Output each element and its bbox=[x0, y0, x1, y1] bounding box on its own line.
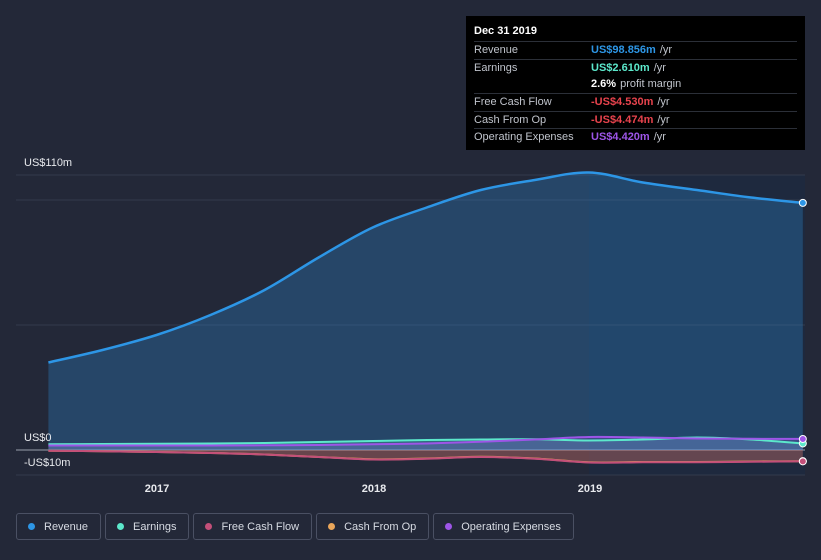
free-cash-flow-line bbox=[48, 449, 803, 464]
tooltip-row: Cash From Op -US$4.474m/yr bbox=[474, 110, 797, 129]
series-lines bbox=[48, 171, 803, 464]
tooltip-rows: Revenue US$98.856m/yr Earnings US$2.610m/yr… bbox=[474, 41, 797, 146]
tooltip-row-label: Free Cash Flow bbox=[474, 96, 552, 109]
tooltip-row: Earnings US$2.610m/yr bbox=[474, 58, 797, 77]
gridlines bbox=[16, 174, 805, 476]
y-axis-zero-label: US$0 bbox=[24, 432, 52, 444]
legend-item-revenue[interactable]: Revenue bbox=[16, 513, 102, 540]
revenue-area bbox=[48, 172, 803, 450]
operating-expenses-endpoint bbox=[798, 434, 807, 443]
y-axis-top-label: US$110m bbox=[24, 157, 72, 169]
x-tick-label: 2019 bbox=[578, 483, 602, 495]
legend-item-label: Free Cash Flow bbox=[221, 520, 300, 533]
tooltip-row-unit: /yr bbox=[659, 44, 673, 56]
x-tick-label: 2018 bbox=[362, 483, 386, 495]
tooltip-row-label: Operating Expenses bbox=[474, 131, 574, 144]
tooltip-row-label bbox=[474, 76, 591, 93]
revenue-line bbox=[48, 171, 803, 364]
operating-expenses-line bbox=[48, 435, 803, 447]
legend-item-label: Cash From Op bbox=[344, 520, 417, 533]
legend-item-free-cash-flow[interactable]: Free Cash Flow bbox=[193, 513, 313, 540]
legend-item-earnings[interactable]: Earnings bbox=[105, 513, 190, 540]
legend-dot-icon bbox=[28, 523, 35, 530]
tooltip-row-value: US$98.856m bbox=[591, 44, 656, 56]
tooltip-row-value: -US$4.474m bbox=[591, 113, 654, 126]
legend-item-label: Revenue bbox=[44, 520, 89, 533]
tooltip-row: Operating Expenses US$4.420m/yr bbox=[474, 128, 797, 146]
legend-item-operating-expenses[interactable]: Operating Expenses bbox=[433, 513, 574, 540]
legend: Revenue Earnings Free Cash Flow Cash From O… bbox=[16, 513, 578, 542]
tooltip-row-value: 2.6% bbox=[591, 78, 617, 91]
tooltip-row-value: US$2.610m bbox=[591, 61, 650, 74]
x-tick-label: 2017 bbox=[145, 483, 169, 495]
series-areas bbox=[48, 172, 803, 463]
free-cash-flow-endpoint bbox=[798, 457, 807, 466]
tooltip-row-unit: profit margin bbox=[620, 78, 682, 91]
y-axis-bottom-label: -US$10m bbox=[24, 457, 70, 469]
legend-item-label: Operating Expenses bbox=[461, 520, 561, 533]
legend-item-label: Earnings bbox=[133, 520, 177, 533]
x-axis-ticks: 2017 2018 2019 bbox=[145, 483, 602, 495]
tooltip-row-label: Revenue bbox=[474, 44, 519, 56]
legend-dot-icon bbox=[328, 523, 336, 530]
legend-dot-icon bbox=[117, 523, 125, 530]
tooltip: Dec 31 2019 Revenue US$98.856m/yr Earnings… bbox=[466, 16, 805, 150]
chart-area: US$110m US$0 -US$10m 2017 2018 2019 bbox=[16, 157, 807, 495]
tooltip-row-unit: /yr bbox=[653, 61, 666, 74]
revenue-endpoint bbox=[798, 198, 807, 207]
tooltip-row: Free Cash Flow -US$4.530m/yr bbox=[474, 93, 797, 111]
tooltip-row-value: US$4.420m bbox=[591, 131, 650, 144]
tooltip-row-label: Earnings bbox=[474, 61, 518, 74]
legend-item-cash-from-op[interactable]: Cash From Op bbox=[316, 513, 430, 540]
tooltip-date: Dec 31 2019 bbox=[474, 25, 537, 37]
tooltip-row-value: -US$4.530m bbox=[591, 96, 654, 109]
tooltip-row-unit: /yr bbox=[657, 96, 670, 109]
tooltip-row-label: Cash From Op bbox=[474, 113, 547, 126]
tooltip-row: Revenue US$98.856m/yr bbox=[474, 41, 797, 59]
tooltip-row-unit: /yr bbox=[653, 131, 666, 144]
tooltip-row-unit: /yr bbox=[657, 113, 670, 126]
series-endpoints bbox=[798, 198, 807, 466]
tooltip-row: 2.6% profit margin bbox=[474, 76, 797, 93]
legend-dot-icon bbox=[205, 523, 213, 530]
legend-dot-icon bbox=[445, 523, 453, 530]
